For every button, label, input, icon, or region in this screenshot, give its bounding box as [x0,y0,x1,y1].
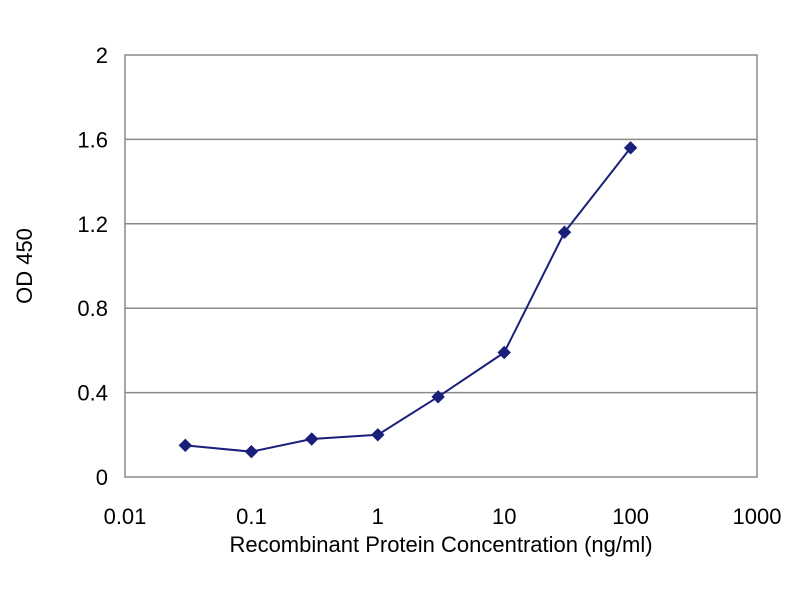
plot-area [124,54,758,478]
data-point [305,432,319,446]
data-series [178,141,638,459]
y-tick-label: 2 [96,43,108,68]
data-point [371,428,385,442]
y-axis-ticks: 0 0.4 0.8 1.2 1.6 2 [77,43,108,490]
data-point [497,345,511,360]
gridlines [125,138,757,394]
x-tick-label: 100 [612,504,649,529]
y-tick-label: 0 [96,465,108,490]
y-tick-label: 0.8 [77,296,108,321]
x-tick-label: 1000 [733,504,782,529]
y-tick-label: 1.6 [77,127,108,152]
data-point [178,438,193,453]
series-line [185,147,632,453]
y-axis-label: OD 450 [12,228,37,304]
x-axis-label: Recombinant Protein Concentration (ng/ml… [229,532,652,557]
data-point [623,141,638,155]
data-point [244,444,259,459]
x-axis-ticks: 0.01 0.1 1 10 100 1000 [104,504,782,529]
x-tick-label: 10 [492,504,516,529]
data-point [431,390,445,404]
x-tick-label: 0.01 [104,504,147,529]
data-point [557,225,572,239]
x-tick-label: 1 [372,504,384,529]
x-tick-label: 0.1 [236,504,267,529]
y-tick-label: 0.4 [77,381,108,406]
y-tick-label: 1.2 [77,212,108,237]
